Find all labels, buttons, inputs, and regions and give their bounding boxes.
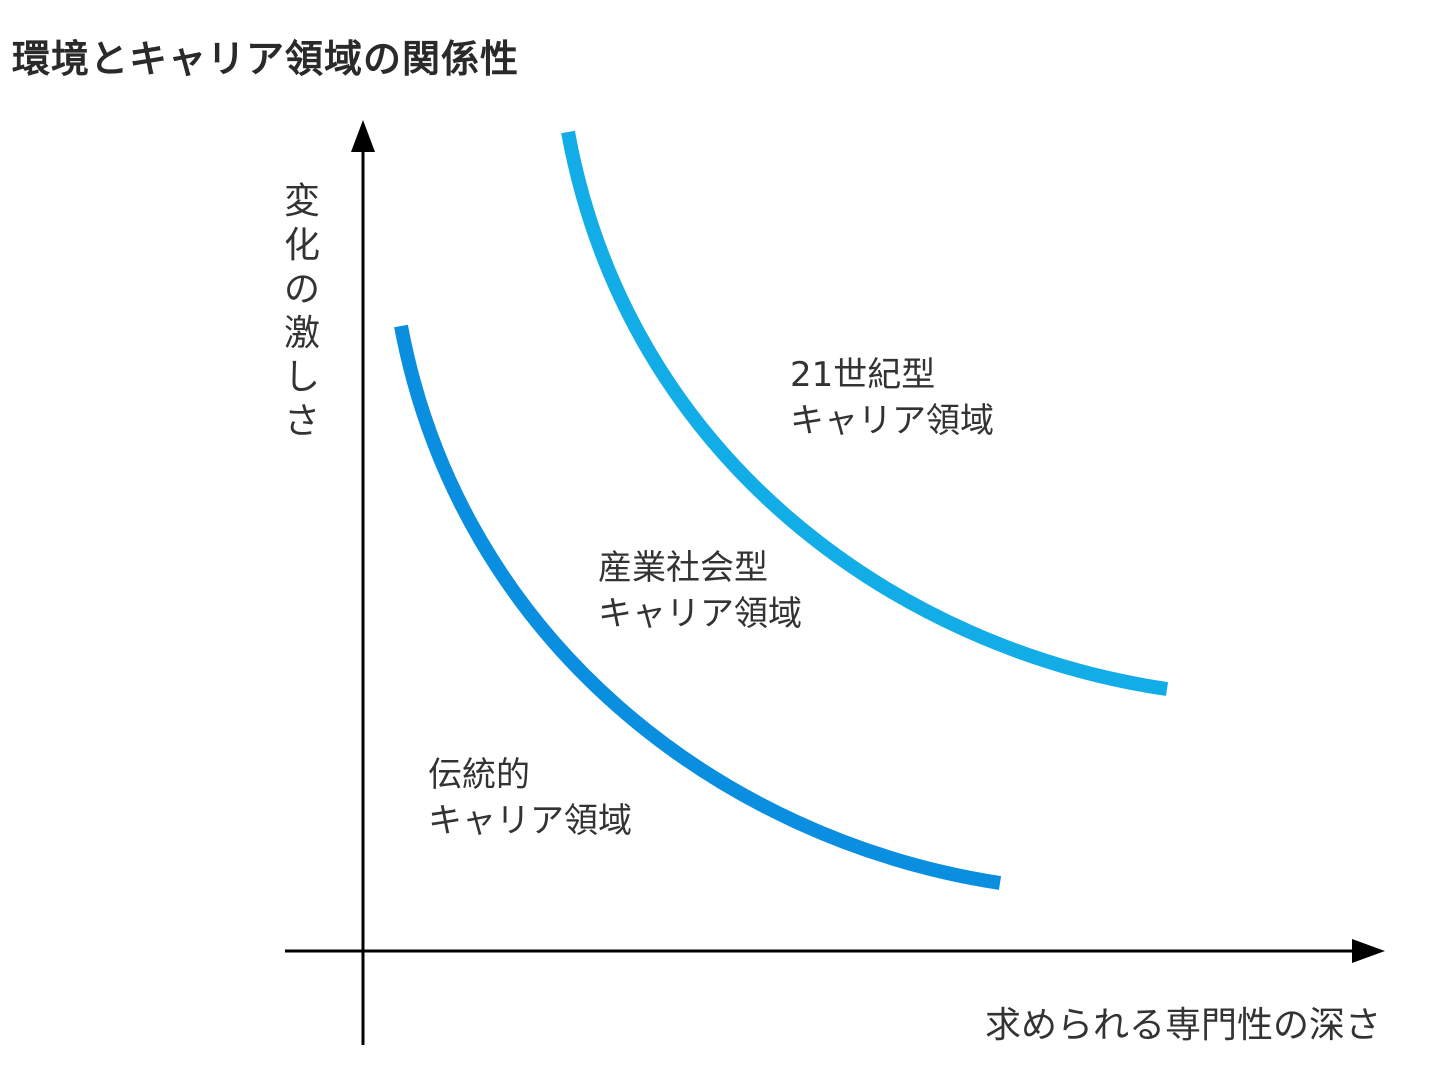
region-label-line: キャリア領域 (598, 594, 802, 634)
diagram-title: 環境とキャリア領域の関係性 (12, 37, 520, 81)
region-label-traditional: 伝統的 キャリア領域 (428, 752, 632, 844)
region-label-line: 産業社会型 (598, 548, 768, 588)
x-axis-arrowhead (1352, 939, 1385, 963)
region-label-line: 21世紀型 (790, 355, 936, 395)
y-axis-label: 変 化 の 激 し さ (280, 180, 324, 444)
x-axis-label: 求められる専門性の深さ (985, 1005, 1382, 1046)
region-label-line: キャリア領域 (428, 801, 632, 841)
y-axis-label-char: さ (283, 401, 320, 442)
region-label-industrial: 産業社会型 キャリア領域 (598, 545, 802, 637)
curve-industrial-boundary (394, 324, 1002, 890)
y-axis-label-char: 化 (283, 225, 320, 266)
y-axis-label-char: し (283, 357, 320, 398)
region-label-21st-century: 21世紀型 キャリア領域 (790, 352, 994, 444)
region-label-line: 伝統的 (428, 755, 530, 795)
y-axis-label-char: 激 (283, 313, 320, 354)
y-axis-label-char: 変 (283, 181, 320, 222)
y-axis-arrowhead (351, 120, 375, 152)
y-axis-label-char: の (283, 269, 320, 310)
region-label-line: キャリア領域 (790, 401, 994, 441)
curve-21st-century-boundary (561, 130, 1169, 696)
